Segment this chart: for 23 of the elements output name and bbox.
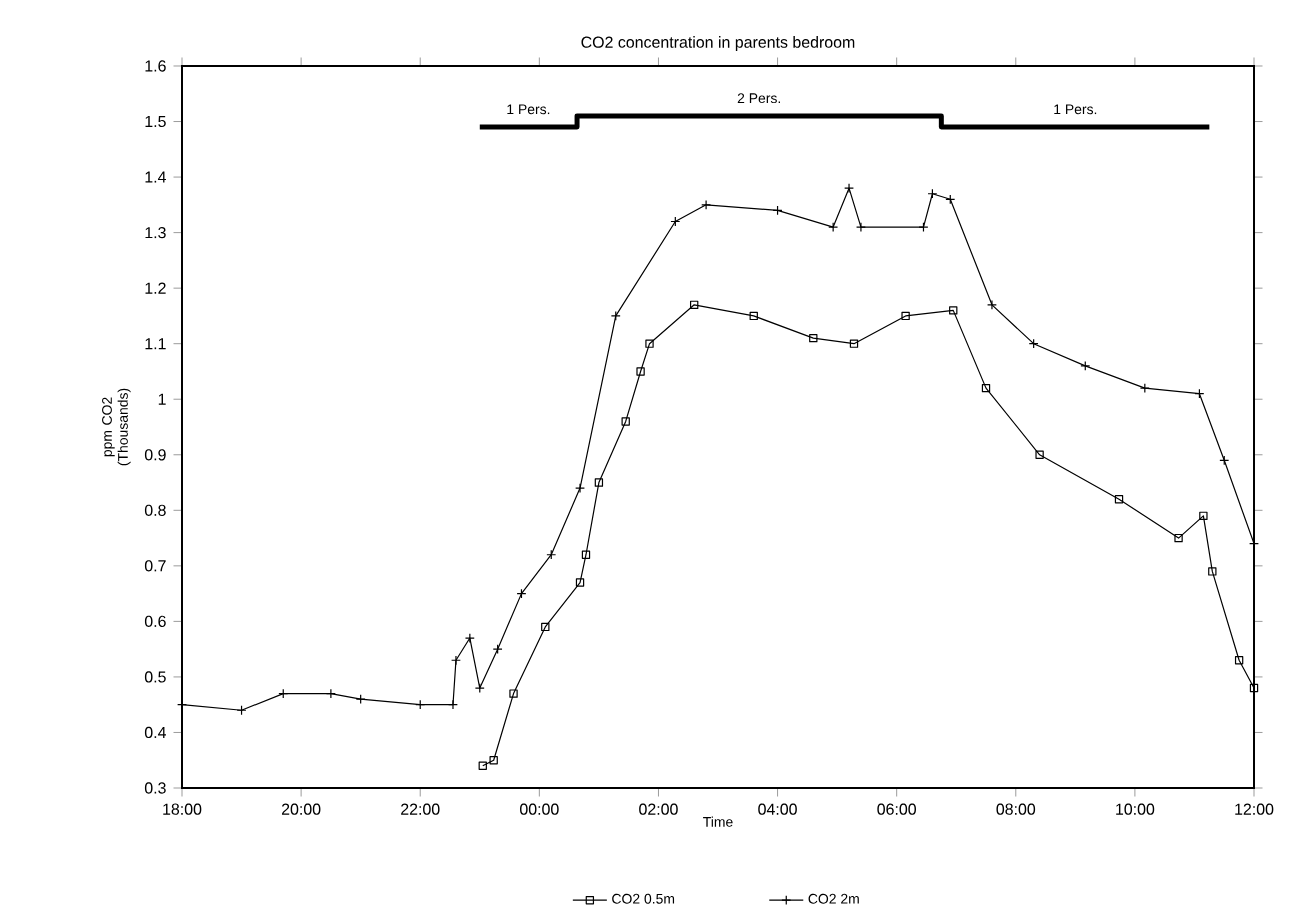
point bbox=[636, 367, 645, 376]
point bbox=[949, 306, 958, 315]
point bbox=[901, 311, 910, 321]
point bbox=[1234, 656, 1244, 665]
point bbox=[1114, 495, 1124, 504]
point bbox=[489, 756, 498, 765]
point bbox=[581, 550, 591, 559]
point bbox=[981, 383, 991, 393]
point bbox=[645, 339, 654, 348]
point bbox=[1199, 511, 1208, 521]
point bbox=[621, 417, 630, 426]
point bbox=[1035, 450, 1044, 459]
point bbox=[809, 333, 818, 343]
point bbox=[575, 578, 585, 587]
point bbox=[749, 311, 758, 321]
point bbox=[509, 689, 518, 698]
point bbox=[1208, 567, 1217, 576]
point bbox=[594, 478, 604, 487]
point bbox=[918, 222, 929, 233]
point bbox=[1174, 533, 1183, 543]
point bbox=[689, 300, 699, 309]
point bbox=[849, 339, 859, 348]
point bbox=[541, 622, 550, 632]
